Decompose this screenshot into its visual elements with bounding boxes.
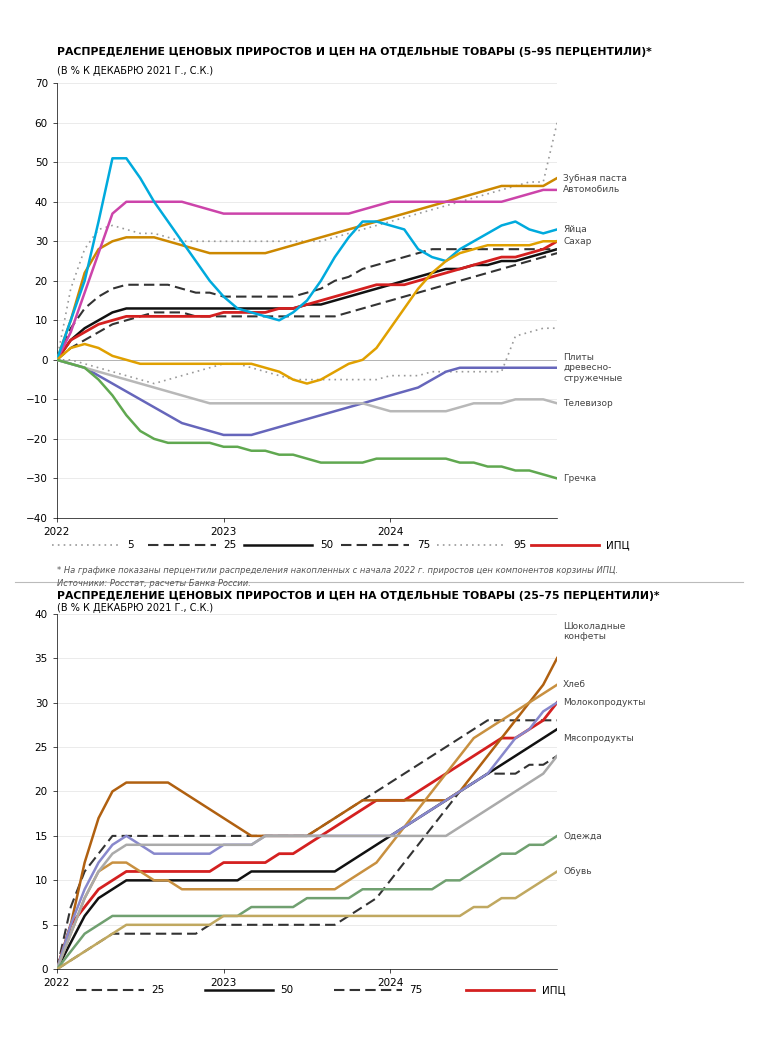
Text: Мясопродукты: Мясопродукты bbox=[563, 733, 634, 743]
Text: 5: 5 bbox=[127, 540, 134, 550]
Text: Телевизор: Телевизор bbox=[563, 398, 613, 408]
Text: Плиты
древесно-
стружечные: Плиты древесно- стружечные bbox=[563, 353, 622, 383]
Text: 25: 25 bbox=[152, 985, 164, 995]
Text: 50: 50 bbox=[320, 540, 333, 550]
Text: РАСПРЕДЕЛЕНИЕ ЦЕНОВЫХ ПРИРОСТОВ И ЦЕН НА ОТДЕЛЬНЫЕ ТОВАРЫ (25–75 ПЕРЦЕНТИЛИ)*: РАСПРЕДЕЛЕНИЕ ЦЕНОВЫХ ПРИРОСТОВ И ЦЕН НА… bbox=[57, 591, 659, 601]
Text: Одежда: Одежда bbox=[563, 831, 602, 840]
Text: Молокопродукты: Молокопродукты bbox=[563, 698, 646, 707]
Text: ИПЦ: ИПЦ bbox=[542, 985, 565, 995]
Text: Гречка: Гречка bbox=[563, 474, 597, 483]
Text: 75: 75 bbox=[417, 540, 430, 550]
Text: 50: 50 bbox=[280, 985, 293, 995]
Text: Хлеб: Хлеб bbox=[563, 680, 586, 690]
Text: (В % К ДЕКАБРЮ 2021 Г., С.К.): (В % К ДЕКАБРЮ 2021 Г., С.К.) bbox=[57, 66, 213, 76]
Text: (В % К ДЕКАБРЮ 2021 Г., С.К.): (В % К ДЕКАБРЮ 2021 Г., С.К.) bbox=[57, 603, 213, 614]
Text: Яйца: Яйца bbox=[563, 225, 587, 234]
Text: Сахар: Сахар bbox=[563, 237, 591, 245]
Text: 95: 95 bbox=[513, 540, 526, 550]
Text: Обувь: Обувь bbox=[563, 867, 592, 876]
Text: Автомобиль: Автомобиль bbox=[563, 185, 621, 194]
Text: Источники: Росстат, расчеты Банка России.: Источники: Росстат, расчеты Банка России… bbox=[57, 579, 251, 589]
Text: РАСПРЕДЕЛЕНИЕ ЦЕНОВЫХ ПРИРОСТОВ И ЦЕН НА ОТДЕЛЬНЫЕ ТОВАРЫ (5–95 ПЕРЦЕНТИЛИ)*: РАСПРЕДЕЛЕНИЕ ЦЕНОВЫХ ПРИРОСТОВ И ЦЕН НА… bbox=[57, 47, 652, 57]
Text: 25: 25 bbox=[224, 540, 236, 550]
Text: Шоколадные
конфеты: Шоколадные конфеты bbox=[563, 622, 625, 641]
Text: 75: 75 bbox=[409, 985, 422, 995]
Text: * На графике показаны перцентили распределения накопленных с начала 2022 г. прир: * На графике показаны перцентили распред… bbox=[57, 566, 618, 575]
Text: Зубная паста: Зубная паста bbox=[563, 174, 627, 183]
Text: ИПЦ: ИПЦ bbox=[606, 540, 630, 550]
